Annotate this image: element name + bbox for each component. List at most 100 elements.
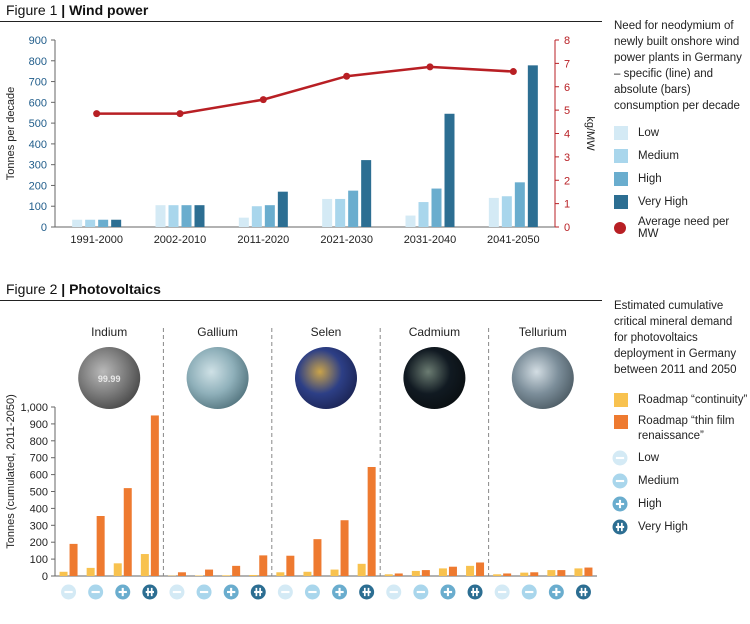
legend-high-label: High bbox=[638, 173, 662, 185]
bar-thin-film bbox=[476, 562, 485, 576]
average-need-line bbox=[96, 65, 514, 115]
double-plus-circle-icon bbox=[612, 519, 628, 535]
bar-high bbox=[348, 190, 359, 227]
average-need-point bbox=[343, 72, 351, 80]
bar-medium bbox=[418, 202, 429, 227]
legend-roadmap-continuity: Roadmap “continuity” bbox=[614, 393, 748, 407]
y-tick-label: 200 bbox=[29, 180, 47, 192]
average-need-point bbox=[259, 96, 267, 104]
bar-thin-film bbox=[177, 572, 186, 576]
bar-low bbox=[405, 215, 416, 227]
figure2-title: Figure 2 | Photovoltaics bbox=[6, 281, 161, 297]
legend-average-need: Average need per MW bbox=[614, 216, 750, 240]
bar-high bbox=[431, 188, 442, 227]
bar-continuity bbox=[438, 568, 447, 576]
legend2-medium: Medium bbox=[612, 473, 679, 489]
minus-circle-icon bbox=[494, 584, 510, 600]
legend2-medium-label: Medium bbox=[638, 475, 679, 487]
average-need-point bbox=[426, 63, 434, 71]
y2-tick-label: 6 bbox=[564, 82, 570, 94]
legend-medium-swatch bbox=[614, 149, 628, 163]
y2-tick-label: 0 bbox=[564, 222, 570, 234]
bar-continuity bbox=[357, 563, 366, 576]
bar-continuity bbox=[520, 572, 529, 576]
y-tick-label: 1,000 bbox=[20, 402, 48, 414]
y-tick-label: 900 bbox=[30, 419, 48, 431]
bar-medium bbox=[168, 205, 179, 227]
bar-thin-film bbox=[150, 415, 159, 576]
bar-medium bbox=[85, 219, 96, 227]
bar-continuity bbox=[384, 574, 393, 576]
figure1-title: Figure 1 | Wind power bbox=[6, 2, 148, 18]
legend-very-high: Very High bbox=[614, 195, 688, 209]
photovoltaics-chart: 0 100 200 300 400 500 600 700 800 900 1,000Tonnes … bbox=[5, 325, 597, 600]
y-tick-label: 700 bbox=[30, 453, 48, 465]
bar-continuity bbox=[411, 570, 420, 576]
bar-thin-film bbox=[205, 569, 214, 576]
bar-thin-film bbox=[340, 520, 349, 576]
minus-circle-icon bbox=[196, 584, 212, 600]
y-tick-label: 800 bbox=[30, 436, 48, 448]
figure2-title-rule bbox=[0, 300, 602, 301]
legend-continuity-swatch bbox=[614, 393, 628, 407]
legend-average-need-dot bbox=[614, 222, 626, 234]
figure2-title-main: Photovoltaics bbox=[69, 281, 161, 297]
bar-continuity bbox=[59, 571, 68, 576]
bar-very-high bbox=[194, 205, 205, 227]
minus-circle-icon bbox=[169, 584, 185, 600]
y2-tick-label: 1 bbox=[564, 199, 570, 211]
figure2-title-separator: | bbox=[61, 281, 66, 297]
category-label: Selen bbox=[311, 325, 342, 339]
legend-thin-film-swatch bbox=[614, 415, 628, 429]
minus-circle-icon bbox=[612, 450, 628, 466]
x-tick-label: 2021-2030 bbox=[320, 234, 373, 246]
minus-circle-icon bbox=[612, 450, 628, 466]
bar-continuity bbox=[276, 572, 285, 576]
y-tick-label: 200 bbox=[30, 537, 48, 549]
y-tick-label: 800 bbox=[29, 56, 47, 68]
bar-thin-film bbox=[584, 567, 593, 576]
category-label: Indium bbox=[91, 325, 127, 339]
y-tick-label: 300 bbox=[30, 520, 48, 532]
plus-circle-icon bbox=[223, 584, 239, 600]
bar-thin-film bbox=[232, 565, 241, 576]
legend-continuity-label: Roadmap “continuity” bbox=[638, 394, 748, 406]
minus-circle-icon bbox=[61, 584, 77, 600]
y-tick-label: 0 bbox=[41, 222, 47, 234]
bar-continuity bbox=[303, 571, 312, 576]
selen-photo bbox=[295, 347, 357, 409]
figure1-title-separator: | bbox=[61, 2, 66, 18]
legend-low-swatch bbox=[614, 126, 628, 140]
y-axis-label: Tonnes (cumulated, 2011-2050) bbox=[5, 394, 17, 549]
figure1-title-main: Wind power bbox=[69, 2, 149, 18]
bar-continuity bbox=[466, 565, 475, 576]
bar-continuity bbox=[86, 567, 95, 576]
bar-low bbox=[488, 197, 499, 227]
bar-thin-film bbox=[96, 516, 105, 576]
legend-medium-label: Medium bbox=[638, 150, 679, 162]
bar-thin-film bbox=[448, 566, 457, 576]
y2-tick-label: 7 bbox=[564, 58, 570, 70]
legend-thin-film-label: Roadmap “thin film renaissance” bbox=[638, 415, 735, 442]
cadmium-photo bbox=[403, 347, 466, 409]
double-plus-circle-icon bbox=[359, 584, 375, 600]
bar-very-high bbox=[444, 113, 455, 227]
figure2-title-prefix: Figure 2 bbox=[6, 281, 58, 297]
y-tick-label: 600 bbox=[29, 97, 47, 109]
category-label: Gallium bbox=[197, 325, 238, 339]
x-tick-label: 2041-2050 bbox=[487, 234, 540, 246]
average-need-point bbox=[93, 110, 101, 118]
y-tick-label: 0 bbox=[42, 571, 48, 583]
legend-roadmap-thin-film: Roadmap “thin film renaissance” bbox=[614, 414, 748, 444]
legend-very-high-label: Very High bbox=[638, 196, 688, 208]
bar-thin-film bbox=[530, 572, 539, 576]
bar-thin-film bbox=[69, 543, 78, 576]
bar-thin-film bbox=[421, 570, 430, 576]
wind-power-chart: 0 100 200 300 400 500 600 700 800 900 0 1 2 3 4 5 6 7 8 Ton… bbox=[5, 35, 596, 246]
double-plus-circle-icon bbox=[142, 584, 158, 600]
bar-thin-film bbox=[313, 539, 322, 576]
legend-high-swatch bbox=[614, 172, 628, 186]
bar-medium bbox=[501, 196, 512, 227]
y-tick-label: 300 bbox=[29, 160, 47, 172]
legend2-high: High bbox=[612, 496, 662, 512]
